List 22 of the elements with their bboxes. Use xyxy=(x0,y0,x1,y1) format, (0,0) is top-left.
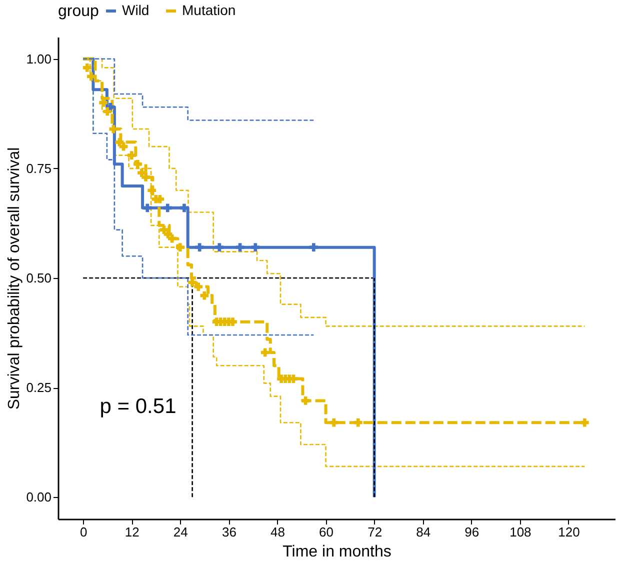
x-tick-label: 84 xyxy=(416,524,431,540)
annotation: p = 0.51 xyxy=(100,395,176,418)
legend-title: group xyxy=(58,3,100,20)
legend-label: Mutation xyxy=(182,2,236,18)
y-tick-label: 0.00 xyxy=(26,490,52,505)
legend-label: Wild xyxy=(122,2,150,18)
x-tick-label: 48 xyxy=(270,524,285,540)
x-tick-label: 108 xyxy=(510,524,532,540)
y-tick-label: 1.00 xyxy=(26,51,52,66)
x-tick-label: 36 xyxy=(222,524,236,540)
x-tick-label: 96 xyxy=(464,524,480,540)
y-tick-label: 0.75 xyxy=(26,160,52,176)
y-tick-label: 0.25 xyxy=(26,380,52,396)
y-tick-label: 0.50 xyxy=(26,270,52,286)
x-tick-label: 0 xyxy=(80,524,88,540)
x-tick-label: 12 xyxy=(124,524,140,540)
x-tick-label: 60 xyxy=(319,524,334,540)
x-axis-title: Time in months xyxy=(282,544,392,560)
x-tick-label: 72 xyxy=(368,524,382,540)
x-tick-label: 120 xyxy=(558,524,580,540)
x-tick-label: 24 xyxy=(173,524,188,540)
y-axis-title: Survival probability of overall survival xyxy=(6,147,24,410)
